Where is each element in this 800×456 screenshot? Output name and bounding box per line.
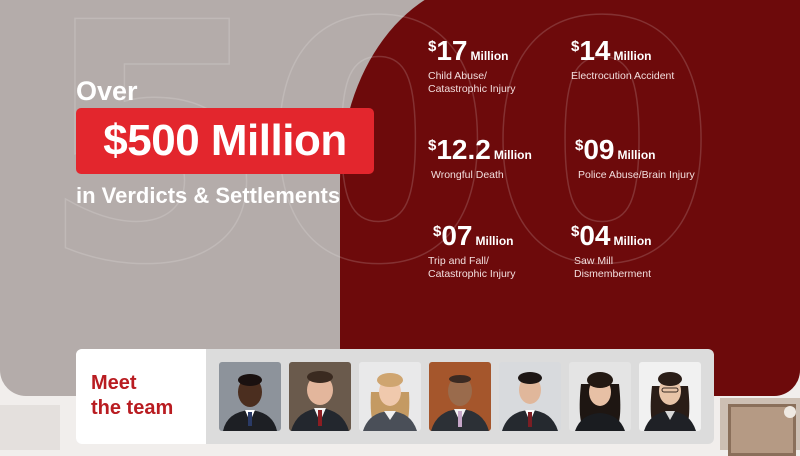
meet-the-team-link[interactable]: Meet the team <box>76 349 206 444</box>
stat-desc-line: Electrocution Accident <box>571 70 675 82</box>
person-portrait <box>499 362 561 431</box>
headline-subtitle: in Verdicts & Settlements <box>76 183 341 208</box>
stat-card: $ 07 Million Trip and Fall/ Catastrophic… <box>428 221 588 281</box>
stat-dollar: $ <box>571 223 580 240</box>
stat-description: Saw Mill Dismemberment <box>574 255 734 281</box>
stat-desc-line: Dismemberment <box>574 268 652 280</box>
meet-the-team-bar: Meet the team <box>76 349 714 444</box>
stat-desc-line: Trip and Fall/ <box>428 255 489 267</box>
stat-card: $ 12.2 Million Wrongful Death <box>428 135 591 182</box>
stat-card: $ 04 Million Saw Mill Dismemberment <box>571 221 734 281</box>
stat-desc-line: Saw Mill <box>574 255 614 267</box>
stat-value: 14 <box>579 35 611 66</box>
person-portrait <box>219 362 281 431</box>
team-member-photo[interactable] <box>289 362 351 431</box>
stat-unit: Million <box>475 234 514 248</box>
team-member-photo[interactable] <box>219 362 281 431</box>
team-member-photo[interactable] <box>639 362 701 431</box>
stat-card: $ 17 Million Child Abuse/ Catastrophic I… <box>428 36 588 96</box>
stat-amount: $ 09 Million <box>575 135 738 167</box>
stat-desc-line: Wrongful Death <box>431 169 504 181</box>
stats-panel <box>340 0 800 396</box>
stat-desc-line: Child Abuse/ <box>428 70 487 82</box>
person-portrait <box>289 362 351 431</box>
headline-amount-badge: $500 Million <box>76 108 374 174</box>
stat-desc-line: Police Abuse/Brain Injury <box>578 169 695 181</box>
stat-amount: $ 04 Million <box>571 221 734 253</box>
hero-banner: 500 Over $500 Million in Verdicts & Sett… <box>0 0 800 396</box>
stat-description: Trip and Fall/ Catastrophic Injury <box>428 255 588 281</box>
headline-over: Over <box>76 76 138 106</box>
stat-unit: Million <box>617 148 656 162</box>
stat-description: Wrongful Death <box>431 169 591 182</box>
background-photo-left <box>0 405 60 450</box>
stat-value: 17 <box>436 35 468 66</box>
team-photo-row <box>219 362 701 431</box>
team-member-photo[interactable] <box>499 362 561 431</box>
stat-dollar: $ <box>428 137 437 154</box>
stat-desc-line: Catastrophic Injury <box>428 268 516 280</box>
stat-value: 07 <box>441 220 473 251</box>
stat-description: Electrocution Accident <box>571 70 731 83</box>
stat-dollar: $ <box>575 137 584 154</box>
stat-value: 09 <box>583 134 615 165</box>
stat-desc-line: Catastrophic Injury <box>428 83 516 95</box>
stat-unit: Million <box>493 148 532 162</box>
stat-amount: $ 14 Million <box>571 36 731 68</box>
stat-amount: $ 07 Million <box>433 221 588 253</box>
stat-unit: Million <box>613 49 652 63</box>
stat-dollar: $ <box>571 38 580 55</box>
stat-unit: Million <box>470 49 509 63</box>
person-portrait <box>639 362 701 431</box>
stat-description: Police Abuse/Brain Injury <box>578 169 738 182</box>
team-member-photo[interactable] <box>359 362 421 431</box>
stat-value: 04 <box>579 220 611 251</box>
person-portrait <box>359 362 421 431</box>
stat-amount: $ 17 Million <box>428 36 588 68</box>
stat-amount: $ 12.2 Million <box>428 135 591 167</box>
stat-unit: Million <box>613 234 652 248</box>
stat-dollar: $ <box>428 38 437 55</box>
person-portrait <box>569 362 631 431</box>
stat-dollar: $ <box>433 223 442 240</box>
person-portrait <box>429 362 491 431</box>
team-member-photo[interactable] <box>569 362 631 431</box>
background-photo-right <box>720 398 800 456</box>
stat-value: 12.2 <box>436 134 491 165</box>
stat-card: $ 09 Million Police Abuse/Brain Injury <box>575 135 738 182</box>
stat-description: Child Abuse/ Catastrophic Injury <box>428 70 588 96</box>
team-label-line1: Meet <box>91 372 137 394</box>
team-member-photo[interactable] <box>429 362 491 431</box>
lamp <box>784 406 796 418</box>
team-label-line2: the team <box>91 397 174 419</box>
stat-card: $ 14 Million Electrocution Accident <box>571 36 731 83</box>
